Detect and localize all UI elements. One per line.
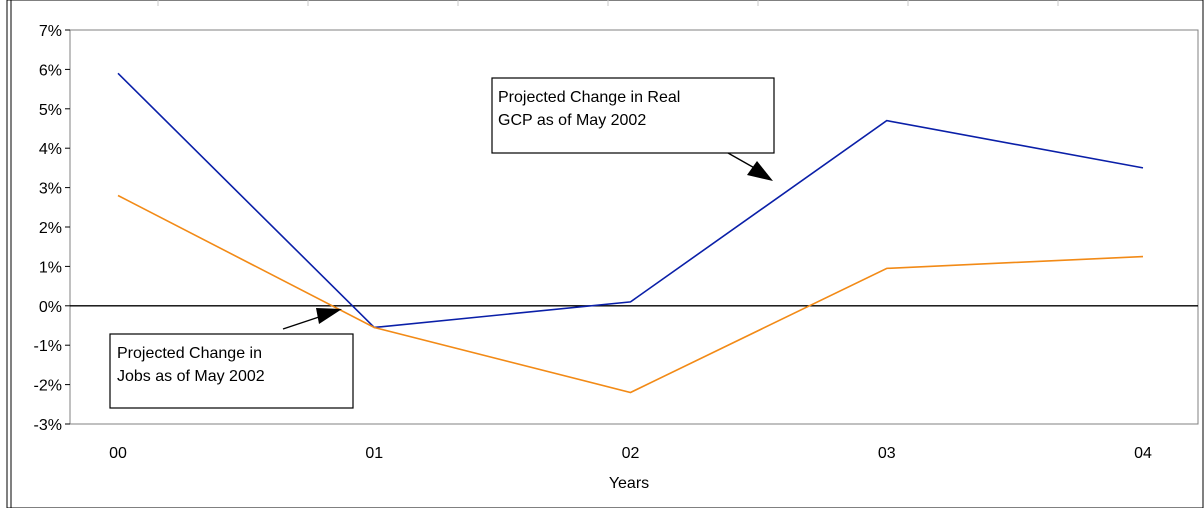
annotation-line: Projected Change in: [117, 345, 262, 362]
annotation-box: [109, 333, 354, 409]
annotation-arrow-head: [316, 308, 342, 324]
x-tick-label: 02: [622, 445, 640, 462]
annotation-box: [491, 77, 775, 154]
x-axis: 00 01 02 03 04: [109, 445, 1152, 462]
y-tick-label: 2%: [39, 220, 62, 237]
annotation-jobs: Projected Change in Jobs as of May 2002: [109, 308, 354, 409]
y-tick-label: 6%: [39, 62, 62, 79]
series-layer: [117, 72, 1144, 394]
y-tick-label: 0%: [39, 299, 62, 316]
x-tick-label: 01: [365, 445, 383, 462]
annotation-arrow-head: [747, 161, 773, 181]
x-axis-title: Years: [609, 475, 649, 492]
y-tick-label: 7%: [39, 23, 62, 40]
annotation-gcp: Projected Change in Real GCP as of May 2…: [491, 77, 775, 181]
annotation-line: GCP as of May 2002: [498, 112, 646, 129]
y-tick-label: 5%: [39, 102, 62, 119]
x-tick-label: 04: [1134, 445, 1152, 462]
x-tick-label: 03: [878, 445, 896, 462]
x-tick-label: 00: [109, 445, 127, 462]
top-cell-dividers: [157, 0, 1059, 6]
y-tick-label: 3%: [39, 181, 62, 198]
y-tick-label: -3%: [34, 417, 62, 434]
y-axis: 7% 6% 5% 4% 3% 2% 1% 0% -1% -2% -3%: [34, 23, 70, 434]
y-tick-label: -2%: [34, 378, 62, 395]
y-tick-label: 1%: [39, 259, 62, 276]
annotation-line: Projected Change in Real: [498, 89, 680, 106]
y-tick-label: 4%: [39, 141, 62, 158]
series-line-gcp: [117, 72, 1144, 329]
series-line-jobs: [117, 194, 1144, 394]
y-tick-label: -1%: [34, 338, 62, 355]
annotation-line: Jobs as of May 2002: [117, 368, 265, 385]
